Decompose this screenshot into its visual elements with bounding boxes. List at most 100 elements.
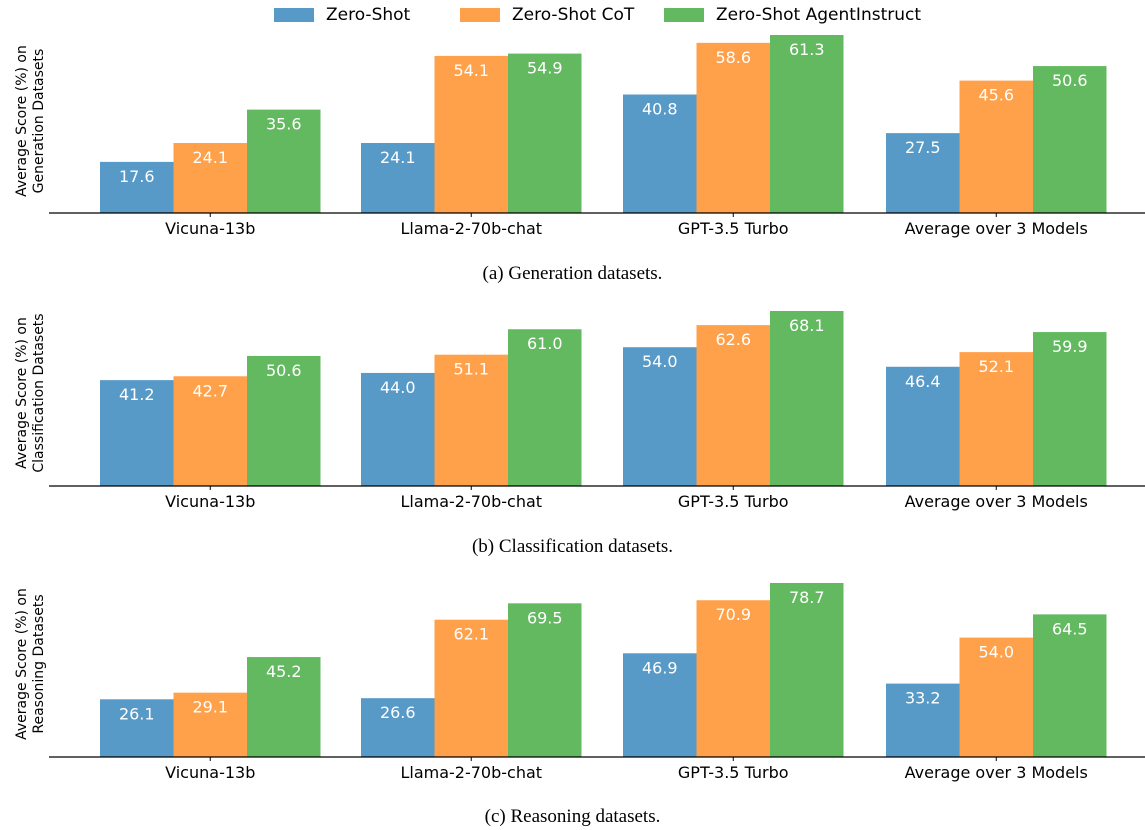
x-tick-label-llama-2-70b-chat: Llama-2-70b-chat	[400, 219, 542, 238]
data-label-zero-shot-cot-average-over-3-models: 52.1	[978, 357, 1014, 376]
bar-zero-shot-cot-gpt-3-5-turbo	[696, 325, 770, 486]
data-label-zero-shot-average-over-3-models: 27.5	[905, 138, 941, 157]
data-label-zero-shot-cot-gpt-3-5-turbo: 70.9	[715, 605, 751, 624]
x-tick-label-vicuna-13b: Vicuna-13b	[165, 219, 255, 238]
data-label-zero-shot-cot-average-over-3-models: 45.6	[978, 86, 1014, 105]
chart-classification: 41.2 42.7 50.6 Vicuna-13b 44.0 51.1 61.0 Llama-…	[49, 311, 1145, 511]
bar-zero-shot-cot-llama-2-70b-chat	[434, 55, 508, 213]
data-label-zero-shot-cot-llama-2-70b-chat: 62.1	[453, 625, 489, 644]
bar-zero-shot-agentinstruct-llama-2-70b-chat	[508, 329, 582, 486]
data-label-zero-shot-agentinstruct-llama-2-70b-chat: 54.9	[527, 59, 563, 78]
bar-zero-shot-cot-average-over-3-models	[959, 352, 1033, 486]
y-axis-label-line-1: Average Score (%) on	[14, 588, 30, 740]
data-label-zero-shot-average-over-3-models: 33.2	[905, 689, 941, 708]
data-label-zero-shot-llama-2-70b-chat: 24.1	[380, 148, 416, 167]
caption-classification: (b) Classification datasets.	[471, 536, 674, 557]
data-label-zero-shot-agentinstruct-vicuna-13b: 35.6	[266, 115, 302, 134]
data-label-zero-shot-agentinstruct-average-over-3-models: 50.6	[1052, 71, 1088, 90]
bar-zero-shot-vicuna-13b	[100, 161, 174, 213]
data-label-zero-shot-cot-vicuna-13b: 24.1	[192, 148, 228, 167]
x-tick-label-gpt-3-5-turbo: GPT-3.5 Turbo	[678, 763, 789, 782]
bar-zero-shot-average-over-3-models	[886, 366, 960, 486]
chart-generation: 17.6 24.1 35.6 Vicuna-13b 24.1 54.1 54.9 Llama-…	[49, 35, 1145, 238]
data-label-zero-shot-vicuna-13b: 41.2	[119, 385, 155, 404]
data-label-zero-shot-vicuna-13b: 26.1	[119, 704, 155, 723]
bar-zero-shot-agentinstruct-vicuna-13b	[247, 109, 321, 213]
x-tick-label-vicuna-13b: Vicuna-13b	[165, 763, 255, 782]
chart-panel-classification: 41.2 42.7 50.6 Vicuna-13b 44.0 51.1 61.0 Llama-…	[14, 311, 1145, 557]
bar-zero-shot-agentinstruct-average-over-3-models	[1033, 614, 1107, 757]
legend-label-zero-shot-cot: Zero-Shot CoT	[512, 5, 635, 25]
bar-zero-shot-average-over-3-models	[886, 683, 960, 757]
bar-zero-shot-agentinstruct-vicuna-13b	[247, 355, 321, 486]
data-label-zero-shot-agentinstruct-gpt-3-5-turbo: 68.1	[789, 316, 825, 335]
caption-reasoning: (c) Reasoning datasets.	[484, 806, 661, 827]
x-tick-label-average-over-3-models: Average over 3 Models	[905, 219, 1088, 238]
y-axis-label-line-2: Reasoning Datasets	[31, 594, 47, 734]
x-tick-label-gpt-3-5-turbo: GPT-3.5 Turbo	[678, 219, 789, 238]
bar-zero-shot-agentinstruct-vicuna-13b	[247, 657, 321, 757]
caption-generation: (a) Generation datasets.	[482, 263, 663, 284]
data-label-zero-shot-cot-average-over-3-models: 54.0	[978, 643, 1014, 662]
bar-zero-shot-llama-2-70b-chat	[361, 698, 435, 757]
x-tick-label-vicuna-13b: Vicuna-13b	[165, 492, 255, 511]
chart-reasoning: 26.1 29.1 45.2 Vicuna-13b 26.6 62.1 69.5 Llama-…	[49, 583, 1145, 782]
bar-zero-shot-llama-2-70b-chat	[361, 143, 435, 213]
bar-zero-shot-agentinstruct-llama-2-70b-chat	[508, 53, 582, 213]
bar-zero-shot-vicuna-13b	[100, 380, 174, 486]
data-label-zero-shot-average-over-3-models: 46.4	[905, 372, 941, 391]
bar-zero-shot-cot-gpt-3-5-turbo	[696, 42, 770, 213]
bar-zero-shot-cot-llama-2-70b-chat	[434, 619, 508, 757]
data-label-zero-shot-gpt-3-5-turbo: 46.9	[642, 658, 678, 677]
data-label-zero-shot-agentinstruct-vicuna-13b: 45.2	[266, 662, 302, 681]
x-tick-label-llama-2-70b-chat: Llama-2-70b-chat	[400, 763, 542, 782]
data-label-zero-shot-llama-2-70b-chat: 44.0	[380, 378, 416, 397]
data-label-zero-shot-cot-gpt-3-5-turbo: 58.6	[715, 48, 751, 67]
data-label-zero-shot-cot-gpt-3-5-turbo: 62.6	[715, 330, 751, 349]
x-tick-label-llama-2-70b-chat: Llama-2-70b-chat	[400, 492, 542, 511]
data-label-zero-shot-agentinstruct-gpt-3-5-turbo: 78.7	[789, 588, 825, 607]
data-label-zero-shot-agentinstruct-gpt-3-5-turbo: 61.3	[789, 40, 825, 59]
x-tick-label-average-over-3-models: Average over 3 Models	[905, 492, 1088, 511]
y-axis-label-reasoning: Average Score (%) on Reasoning Datasets	[14, 574, 50, 754]
data-label-zero-shot-agentinstruct-llama-2-70b-chat: 69.5	[527, 608, 563, 627]
legend: Zero-Shot Zero-Shot CoT Zero-Shot AgentI…	[0, 0, 1145, 30]
data-label-zero-shot-agentinstruct-average-over-3-models: 59.9	[1052, 337, 1088, 356]
data-label-zero-shot-gpt-3-5-turbo: 54.0	[642, 352, 678, 371]
x-tick-label-average-over-3-models: Average over 3 Models	[905, 763, 1088, 782]
data-label-zero-shot-agentinstruct-llama-2-70b-chat: 61.0	[527, 334, 563, 353]
bar-zero-shot-cot-vicuna-13b	[173, 692, 247, 757]
bar-zero-shot-llama-2-70b-chat	[361, 372, 435, 486]
bar-zero-shot-agentinstruct-gpt-3-5-turbo	[770, 311, 844, 486]
bar-zero-shot-cot-average-over-3-models	[959, 80, 1033, 214]
data-label-zero-shot-agentinstruct-average-over-3-models: 64.5	[1052, 619, 1088, 638]
bar-zero-shot-gpt-3-5-turbo	[623, 347, 697, 486]
data-label-zero-shot-llama-2-70b-chat: 26.6	[380, 703, 416, 722]
legend-swatch-zero-shot-cot	[460, 8, 500, 22]
data-label-zero-shot-gpt-3-5-turbo: 40.8	[642, 100, 678, 119]
data-label-zero-shot-cot-llama-2-70b-chat: 54.1	[453, 61, 489, 80]
bar-zero-shot-cot-average-over-3-models	[959, 637, 1033, 757]
bar-zero-shot-vicuna-13b	[100, 699, 174, 757]
bar-zero-shot-agentinstruct-gpt-3-5-turbo	[770, 583, 844, 757]
bar-zero-shot-gpt-3-5-turbo	[623, 94, 697, 213]
bar-zero-shot-cot-llama-2-70b-chat	[434, 354, 508, 486]
bar-zero-shot-cot-gpt-3-5-turbo	[696, 600, 770, 757]
bar-zero-shot-agentinstruct-gpt-3-5-turbo	[770, 35, 844, 213]
legend-label-zero-shot-agentinstruct: Zero-Shot AgentInstruct	[716, 5, 922, 25]
legend-label-zero-shot: Zero-Shot	[326, 5, 411, 25]
data-label-zero-shot-cot-vicuna-13b: 29.1	[192, 698, 228, 717]
data-label-zero-shot-cot-vicuna-13b: 42.7	[192, 381, 228, 400]
data-label-zero-shot-cot-llama-2-70b-chat: 51.1	[453, 360, 489, 379]
chart-panel-generation: 17.6 24.1 35.6 Vicuna-13b 24.1 54.1 54.9 Llama-…	[0, 0, 1145, 300]
bar-zero-shot-cot-vicuna-13b	[173, 143, 247, 213]
legend-swatch-zero-shot-agentinstruct	[664, 8, 704, 22]
bar-zero-shot-average-over-3-models	[886, 133, 960, 213]
bar-zero-shot-gpt-3-5-turbo	[623, 653, 697, 757]
bar-zero-shot-agentinstruct-average-over-3-models	[1033, 332, 1107, 486]
legend-swatch-zero-shot	[274, 8, 314, 22]
data-label-zero-shot-vicuna-13b: 17.6	[119, 167, 155, 186]
bar-zero-shot-agentinstruct-average-over-3-models	[1033, 66, 1107, 213]
bar-zero-shot-cot-vicuna-13b	[173, 376, 247, 486]
